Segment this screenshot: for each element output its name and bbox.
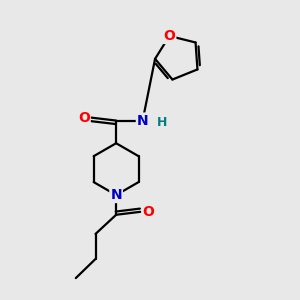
- Text: O: O: [164, 29, 175, 43]
- Text: O: O: [78, 111, 90, 124]
- Text: N: N: [110, 188, 122, 202]
- Text: H: H: [157, 116, 167, 129]
- Text: N: N: [137, 114, 148, 128]
- Text: O: O: [142, 205, 154, 219]
